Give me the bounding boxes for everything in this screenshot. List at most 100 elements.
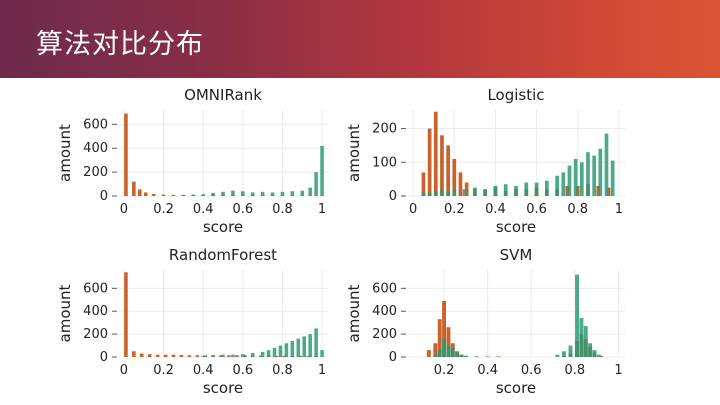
bar-green xyxy=(308,187,312,196)
bar-orange xyxy=(163,354,168,357)
chart-panel-3: RandomForest 0 0.2 0.4 0.6 0.8 1 0 200 400 600 scor… xyxy=(56,246,328,397)
bar-green xyxy=(586,152,590,196)
x-tick-label: 0.6 xyxy=(521,363,542,378)
x-tick-label: 0.2 xyxy=(153,202,174,217)
bar-green xyxy=(592,155,597,196)
x-tick-label: 1 xyxy=(318,202,326,217)
x-tick-label: 0.8 xyxy=(272,363,293,378)
bar-green xyxy=(278,345,283,357)
bar-green xyxy=(290,191,295,196)
bar-orange xyxy=(596,185,601,196)
bar-orange xyxy=(606,187,611,196)
x-tick-label: 1 xyxy=(615,202,623,217)
bar-orange xyxy=(433,111,438,196)
x-tick-label: 1 xyxy=(318,363,326,378)
bar-orange xyxy=(171,354,176,357)
bar-green xyxy=(272,347,277,357)
charts-area: OMNIRank 0 0.2 0.4 0.6 0.8 1 0 200 400 600 score amo… xyxy=(56,86,625,397)
bar-green xyxy=(231,354,235,357)
bar-green xyxy=(555,175,559,196)
x-tick-label: 0.4 xyxy=(193,202,214,217)
x-tick-label: 0.4 xyxy=(477,363,498,378)
bar-green xyxy=(450,347,455,357)
bar-green xyxy=(260,191,265,196)
bar-green xyxy=(534,182,539,196)
bar-orange xyxy=(446,327,451,357)
bar-green xyxy=(561,172,566,196)
bar-orange xyxy=(132,351,136,357)
y-tick-label: 200 xyxy=(83,327,108,342)
bar-green xyxy=(250,192,255,196)
bar-green xyxy=(474,356,479,357)
bar-green xyxy=(241,191,245,196)
y-tick-label: 400 xyxy=(372,304,397,319)
bar-orange xyxy=(440,135,444,196)
bar-orange xyxy=(155,354,160,357)
x-tick-label: 0.8 xyxy=(567,202,588,217)
bar-green xyxy=(483,189,488,196)
bar-green xyxy=(442,338,447,357)
bar-orange xyxy=(496,356,501,357)
bar-green xyxy=(588,343,593,357)
x-tick-label: 1 xyxy=(614,363,622,378)
bar-green xyxy=(427,192,432,196)
bar-orange xyxy=(143,192,148,196)
chart-title: OMNIRank xyxy=(184,86,262,104)
chart-panel-1: OMNIRank 0 0.2 0.4 0.6 0.8 1 0 200 400 600 score amo… xyxy=(56,86,328,236)
bar-orange xyxy=(235,355,239,357)
bar-green xyxy=(241,354,245,357)
bar-green xyxy=(575,274,580,357)
bar-green xyxy=(433,190,438,196)
bar-green xyxy=(455,352,460,357)
header-banner: 算法对比分布 xyxy=(0,0,720,78)
bar-green xyxy=(579,318,584,357)
y-tick-label: 400 xyxy=(83,141,108,156)
y-tick-label: 100 xyxy=(372,155,397,170)
bar-green xyxy=(270,192,275,196)
bar-orange xyxy=(599,355,603,357)
y-tick-label: 200 xyxy=(372,327,397,342)
bar-green xyxy=(290,340,295,357)
bar-green xyxy=(592,350,597,357)
bar-green xyxy=(567,165,572,196)
bar-green xyxy=(503,184,508,196)
bar-orange xyxy=(565,185,570,196)
bar-orange xyxy=(243,355,247,357)
y-axis-label: amount xyxy=(345,124,363,182)
bar-orange xyxy=(437,319,442,357)
x-tick-label: 0.4 xyxy=(193,363,214,378)
bar-green xyxy=(459,354,464,357)
y-tick-label: 0 xyxy=(100,350,108,365)
bar-green xyxy=(221,191,225,196)
bar-orange xyxy=(179,354,184,357)
bar-orange xyxy=(306,356,310,357)
bar-green xyxy=(231,190,235,196)
bar-orange xyxy=(219,355,223,357)
bar-orange xyxy=(187,355,192,357)
y-tick-label: 600 xyxy=(83,117,108,132)
bar-green xyxy=(568,345,573,357)
bar-orange xyxy=(139,353,144,357)
bar-orange xyxy=(124,272,128,357)
bar-green xyxy=(280,191,285,196)
x-tick-label: 0.4 xyxy=(485,202,506,217)
y-tick-label: 0 xyxy=(100,189,108,204)
bar-orange xyxy=(227,355,231,357)
bar-green xyxy=(191,194,196,196)
x-axis-label: score xyxy=(203,218,243,236)
bar-green xyxy=(598,148,603,196)
bar-green xyxy=(296,338,301,357)
x-tick-label: 0.2 xyxy=(434,363,455,378)
x-tick-label: 0 xyxy=(409,202,417,217)
bar-orange xyxy=(258,355,263,357)
chart-title: Logistic xyxy=(487,86,544,104)
bar-green xyxy=(437,350,442,357)
bar-green xyxy=(314,328,318,357)
bar-green xyxy=(266,350,271,357)
bar-orange xyxy=(485,356,490,357)
bar-green xyxy=(320,350,324,357)
bar-green xyxy=(463,355,468,357)
bar-green xyxy=(320,145,324,196)
bar-orange xyxy=(171,194,176,196)
bar-orange xyxy=(132,181,136,196)
